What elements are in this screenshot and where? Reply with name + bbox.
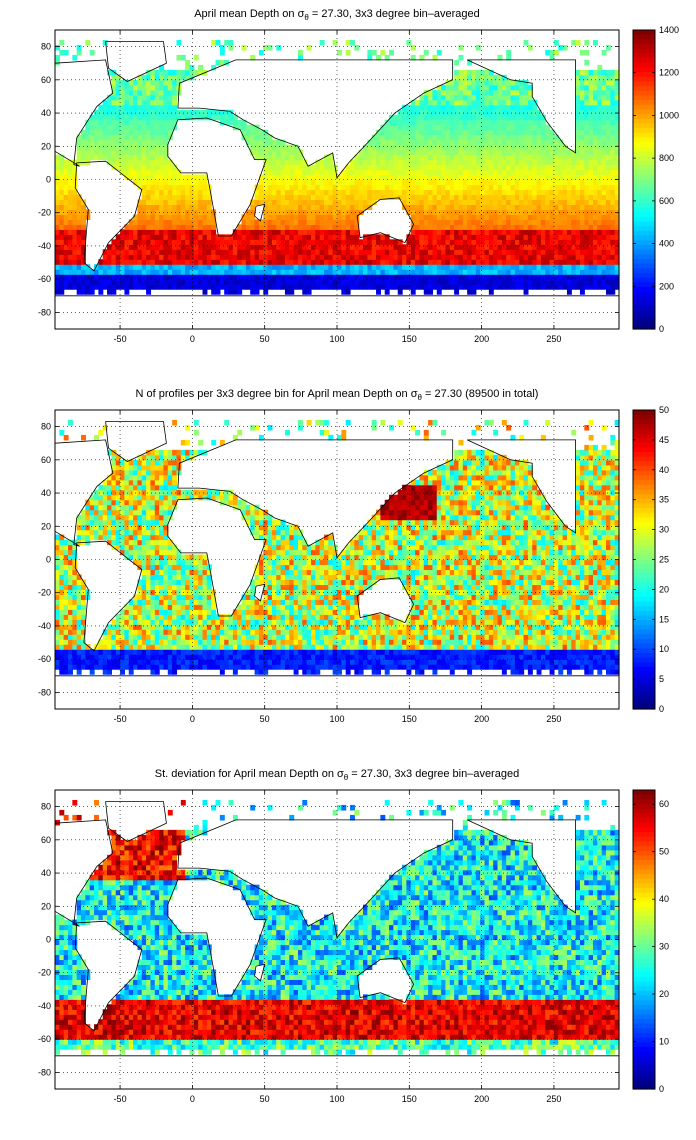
y-tick-label: -80 [38, 1067, 51, 1077]
x-tick-label: 0 [190, 1094, 195, 1104]
y-tick-label: -60 [38, 1034, 51, 1044]
y-tick-label: 0 [46, 935, 51, 945]
x-tick-label: 200 [474, 714, 489, 724]
data-cells [55, 419, 620, 675]
y-tick-label: 20 [41, 521, 51, 531]
x-tick-label: 100 [329, 334, 344, 344]
colorbar-tick-label: 40 [659, 465, 669, 475]
x-tick-label: 250 [546, 334, 561, 344]
colorbar-tick-label: 50 [659, 847, 669, 857]
colorbar-tick-label: 10 [659, 1037, 669, 1047]
y-tick-label: 60 [41, 455, 51, 465]
colorbar-tick-label: 20 [659, 989, 669, 999]
colorbar-tick-label: 400 [659, 239, 674, 249]
y-tick-label: -20 [38, 968, 51, 978]
colorbar-tick-label: 800 [659, 153, 674, 163]
colorbar-tick-label: 5 [659, 674, 664, 684]
panel-st-deviation: St. deviation for April mean Depth on σθ… [0, 760, 696, 1140]
y-tick-label: 80 [41, 42, 51, 52]
x-tick-label: 250 [546, 714, 561, 724]
colorbar-tick-label: 50 [659, 405, 669, 415]
y-tick-label: -80 [38, 687, 51, 697]
y-tick-label: -20 [38, 588, 51, 598]
panel-mean-depth: April mean Depth on σθ = 27.30, 3x3 degr… [0, 0, 696, 380]
colorbar-tick-label: 20 [659, 584, 669, 594]
x-tick-label: 0 [190, 714, 195, 724]
map-plot-st-deviation: -50 0 50 100 150 200 250806040200-20-40-60-806… [38, 789, 669, 1104]
map-plot-n-profiles: -50 0 50 100 150 200 250806040200-20-40-60-805… [38, 405, 669, 724]
x-tick-label: -50 [114, 1094, 127, 1104]
y-tick-label: 40 [41, 868, 51, 878]
data-cells [55, 39, 620, 295]
colorbar-tick-label: 45 [659, 435, 669, 445]
panel-title: April mean Depth on σθ = 27.30, 3x3 degr… [194, 8, 480, 23]
y-tick-label: -40 [38, 621, 51, 631]
y-tick-label: -40 [38, 241, 51, 251]
x-tick-label: -50 [114, 714, 127, 724]
y-tick-label: -20 [38, 208, 51, 218]
x-tick-label: 250 [546, 1094, 561, 1104]
colorbar-tick-label: 0 [659, 1084, 664, 1094]
map-plot-mean-depth: -50 0 50 100 150 200 250806040200-20-40-60-801… [38, 25, 679, 344]
y-tick-label: -80 [38, 307, 51, 317]
y-tick-label: 40 [41, 108, 51, 118]
y-tick-label: 0 [46, 555, 51, 565]
colorbar-tick-label: 0 [659, 324, 664, 334]
x-tick-label: 50 [260, 714, 270, 724]
x-tick-label: -50 [114, 334, 127, 344]
y-tick-label: 0 [46, 175, 51, 185]
colorbar-tick-label: 0 [659, 704, 664, 714]
colorbar-tick-label: 200 [659, 281, 674, 291]
y-tick-label: -60 [38, 654, 51, 664]
y-tick-label: 80 [41, 422, 51, 432]
colorbar-tick-label: 10 [659, 644, 669, 654]
colorbar-tick-label: 30 [659, 942, 669, 952]
x-tick-label: 50 [260, 1094, 270, 1104]
x-tick-label: 150 [402, 1094, 417, 1104]
x-tick-label: 50 [260, 334, 270, 344]
y-tick-label: 80 [41, 802, 51, 812]
y-tick-label: 20 [41, 901, 51, 911]
x-tick-label: 100 [329, 1094, 344, 1104]
panel-title: St. deviation for April mean Depth on σθ… [154, 768, 520, 783]
colorbar-tick-label: 35 [659, 495, 669, 505]
colorbar-tick-label: 15 [659, 614, 669, 624]
colorbar-tick-label: 25 [659, 555, 669, 565]
colorbar-tick-label: 1400 [659, 25, 679, 35]
colorbar-tick-label: 60 [659, 799, 669, 809]
colorbar: 60 50 40 30 20 10 0 [632, 789, 669, 1094]
y-tick-label: 20 [41, 141, 51, 151]
colorbar-tick-label: 30 [659, 525, 669, 535]
colorbar-tick-label: 1200 [659, 68, 679, 78]
colorbar-tick-label: 600 [659, 196, 674, 206]
y-tick-label: -60 [38, 274, 51, 284]
y-tick-label: -40 [38, 1001, 51, 1011]
colorbar-tick-label: 40 [659, 894, 669, 904]
x-tick-label: 150 [402, 714, 417, 724]
colorbar-tick-label: 1000 [659, 110, 679, 120]
y-tick-label: 40 [41, 488, 51, 498]
data-cells [55, 799, 620, 1055]
x-tick-label: 200 [474, 334, 489, 344]
x-tick-label: 0 [190, 334, 195, 344]
x-tick-label: 150 [402, 334, 417, 344]
panel-n-profiles: N of profiles per 3x3 degree bin for Apr… [0, 380, 696, 760]
x-tick-label: 200 [474, 1094, 489, 1104]
y-tick-label: 60 [41, 835, 51, 845]
colorbar: 1400 1200 1000 800 600 400 200 0 [632, 25, 679, 334]
x-tick-label: 100 [329, 714, 344, 724]
y-tick-label: 60 [41, 75, 51, 85]
panel-title: N of profiles per 3x3 degree bin for Apr… [135, 388, 539, 403]
